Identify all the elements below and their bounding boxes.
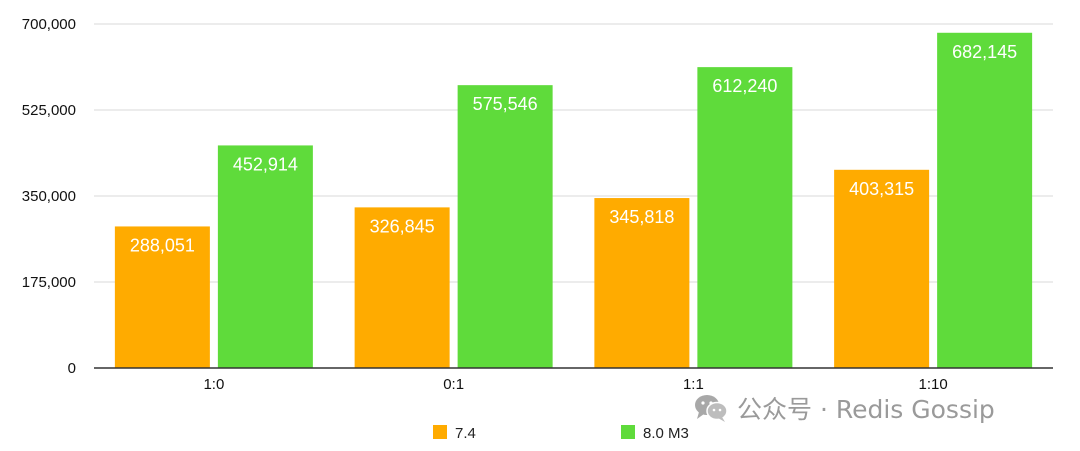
bar [457, 85, 553, 368]
watermark-text: 公众号 · Redis Gossip [737, 395, 995, 424]
watermark: 公众号 · Redis Gossip [693, 390, 995, 426]
bar [594, 198, 690, 368]
data-label: 326,845 [370, 216, 435, 236]
data-label: 612,240 [712, 76, 777, 96]
bar [354, 207, 450, 368]
data-label: 288,051 [130, 235, 195, 255]
bar [834, 169, 930, 368]
legend-label: 7.4 [455, 425, 476, 442]
y-tick-label: 350,000 [22, 188, 76, 205]
legend-swatch [621, 425, 635, 439]
bar [114, 226, 210, 368]
data-label: 452,914 [233, 154, 298, 174]
data-label: 403,315 [849, 179, 914, 199]
y-tick-label: 700,000 [22, 16, 76, 33]
legend-label: 8.0 M3 [643, 425, 689, 442]
x-tick-label: 1:0 [203, 376, 224, 393]
y-tick-label: 175,000 [22, 274, 76, 291]
data-label: 682,145 [952, 42, 1017, 62]
data-label: 345,818 [609, 207, 674, 227]
wechat-icon [695, 395, 728, 422]
bar [937, 32, 1033, 369]
y-tick-label: 525,000 [22, 102, 76, 119]
x-tick-label: 1:1 [683, 376, 704, 393]
x-tick-label: 0:1 [443, 376, 464, 393]
x-tick-label: 1:10 [919, 376, 948, 393]
bar [697, 67, 793, 368]
bar [217, 145, 313, 368]
data-label: 575,546 [473, 94, 538, 114]
legend-swatch [433, 425, 447, 439]
y-tick-label: 0 [68, 360, 76, 377]
